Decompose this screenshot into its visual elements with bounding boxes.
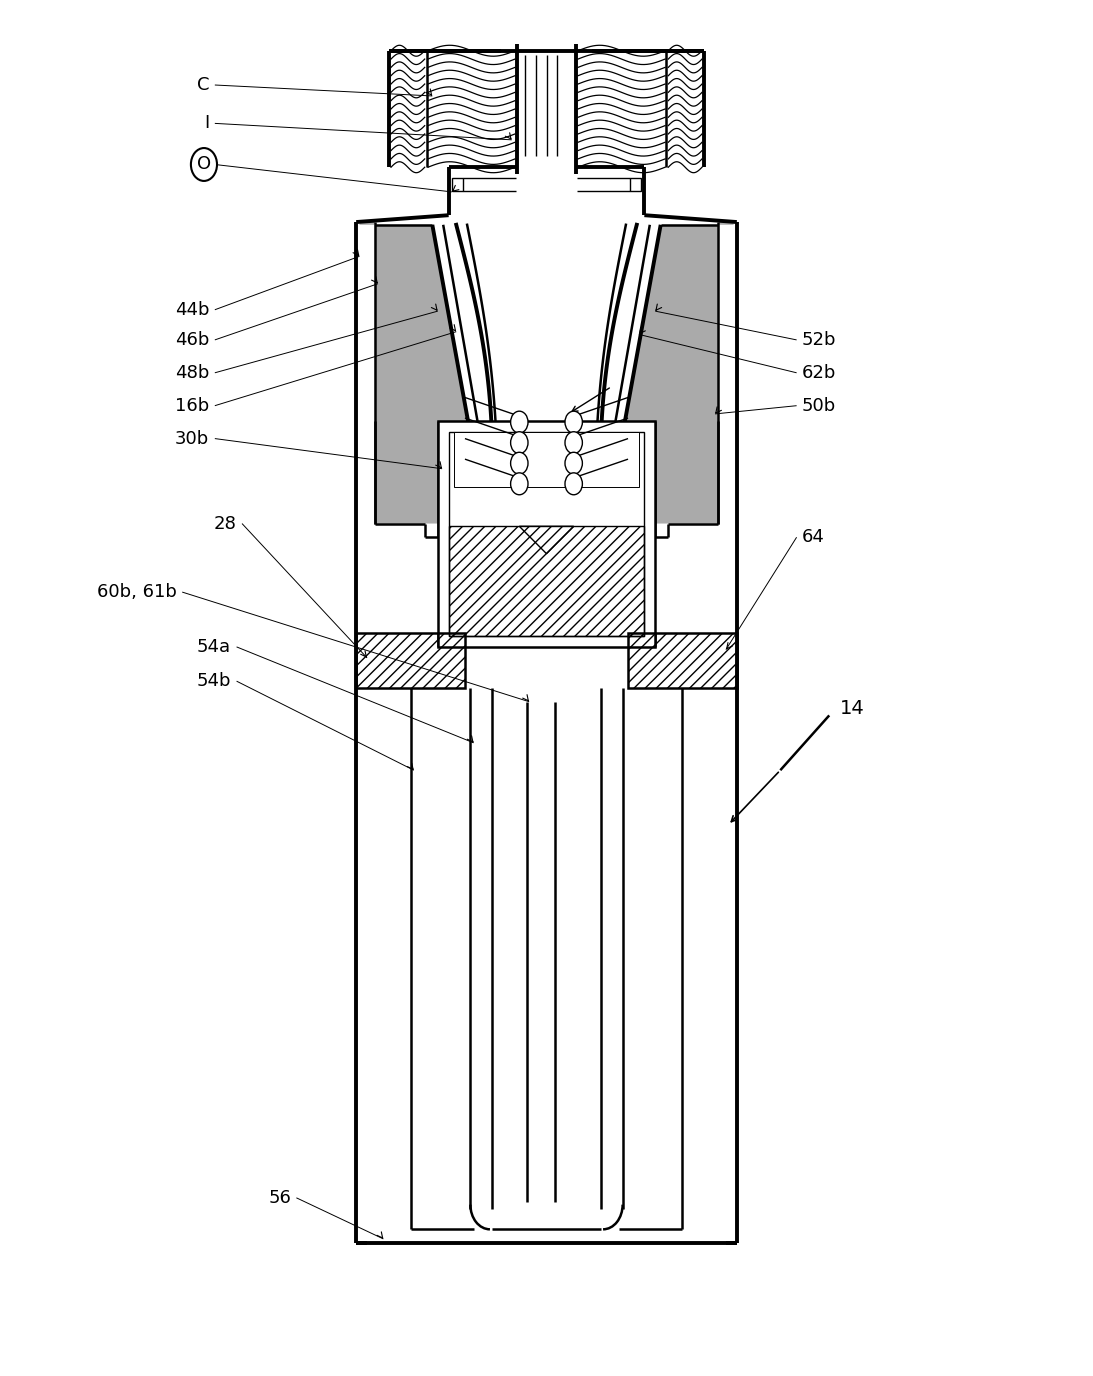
Bar [451,178,462,191]
Text: C: C [197,76,210,94]
Circle shape [510,453,528,475]
Text: 48b: 48b [175,363,210,381]
Text: 14: 14 [841,699,865,718]
Text: 54b: 54b [197,671,231,691]
Text: 60b, 61b: 60b, 61b [97,583,177,601]
Circle shape [565,432,583,454]
Circle shape [191,149,218,180]
Text: 28: 28 [214,515,236,533]
Circle shape [565,453,583,475]
Circle shape [510,411,528,433]
Text: 50b: 50b [802,396,836,414]
Bar [448,526,645,636]
Text: 52b: 52b [802,330,836,350]
Circle shape [510,473,528,495]
Bar [454,432,639,487]
Text: I: I [204,114,210,132]
Circle shape [565,411,583,433]
Text: 44b: 44b [175,301,210,319]
Text: 56: 56 [268,1189,291,1207]
Text: 46b: 46b [175,330,210,350]
Bar [438,421,655,647]
Bar [448,432,645,636]
Text: O: O [197,155,211,173]
Circle shape [510,432,528,454]
Text: 16b: 16b [175,396,210,414]
Text: 54a: 54a [197,638,231,656]
Text: 62b: 62b [802,363,836,381]
Circle shape [565,473,583,495]
Bar [631,178,642,191]
Text: 30b: 30b [175,429,210,447]
Text: 64: 64 [802,528,825,546]
Polygon shape [607,222,733,523]
Polygon shape [360,222,486,523]
